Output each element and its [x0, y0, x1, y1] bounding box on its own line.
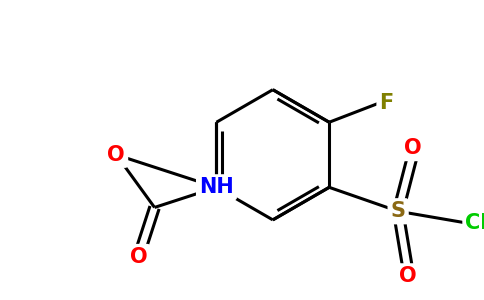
Text: O: O: [107, 145, 125, 165]
Text: O: O: [399, 266, 417, 286]
Text: O: O: [404, 138, 421, 158]
Text: Cl: Cl: [466, 213, 484, 233]
Text: S: S: [391, 201, 406, 221]
Text: NH: NH: [199, 177, 234, 197]
Text: O: O: [130, 247, 147, 267]
Text: F: F: [379, 93, 394, 113]
